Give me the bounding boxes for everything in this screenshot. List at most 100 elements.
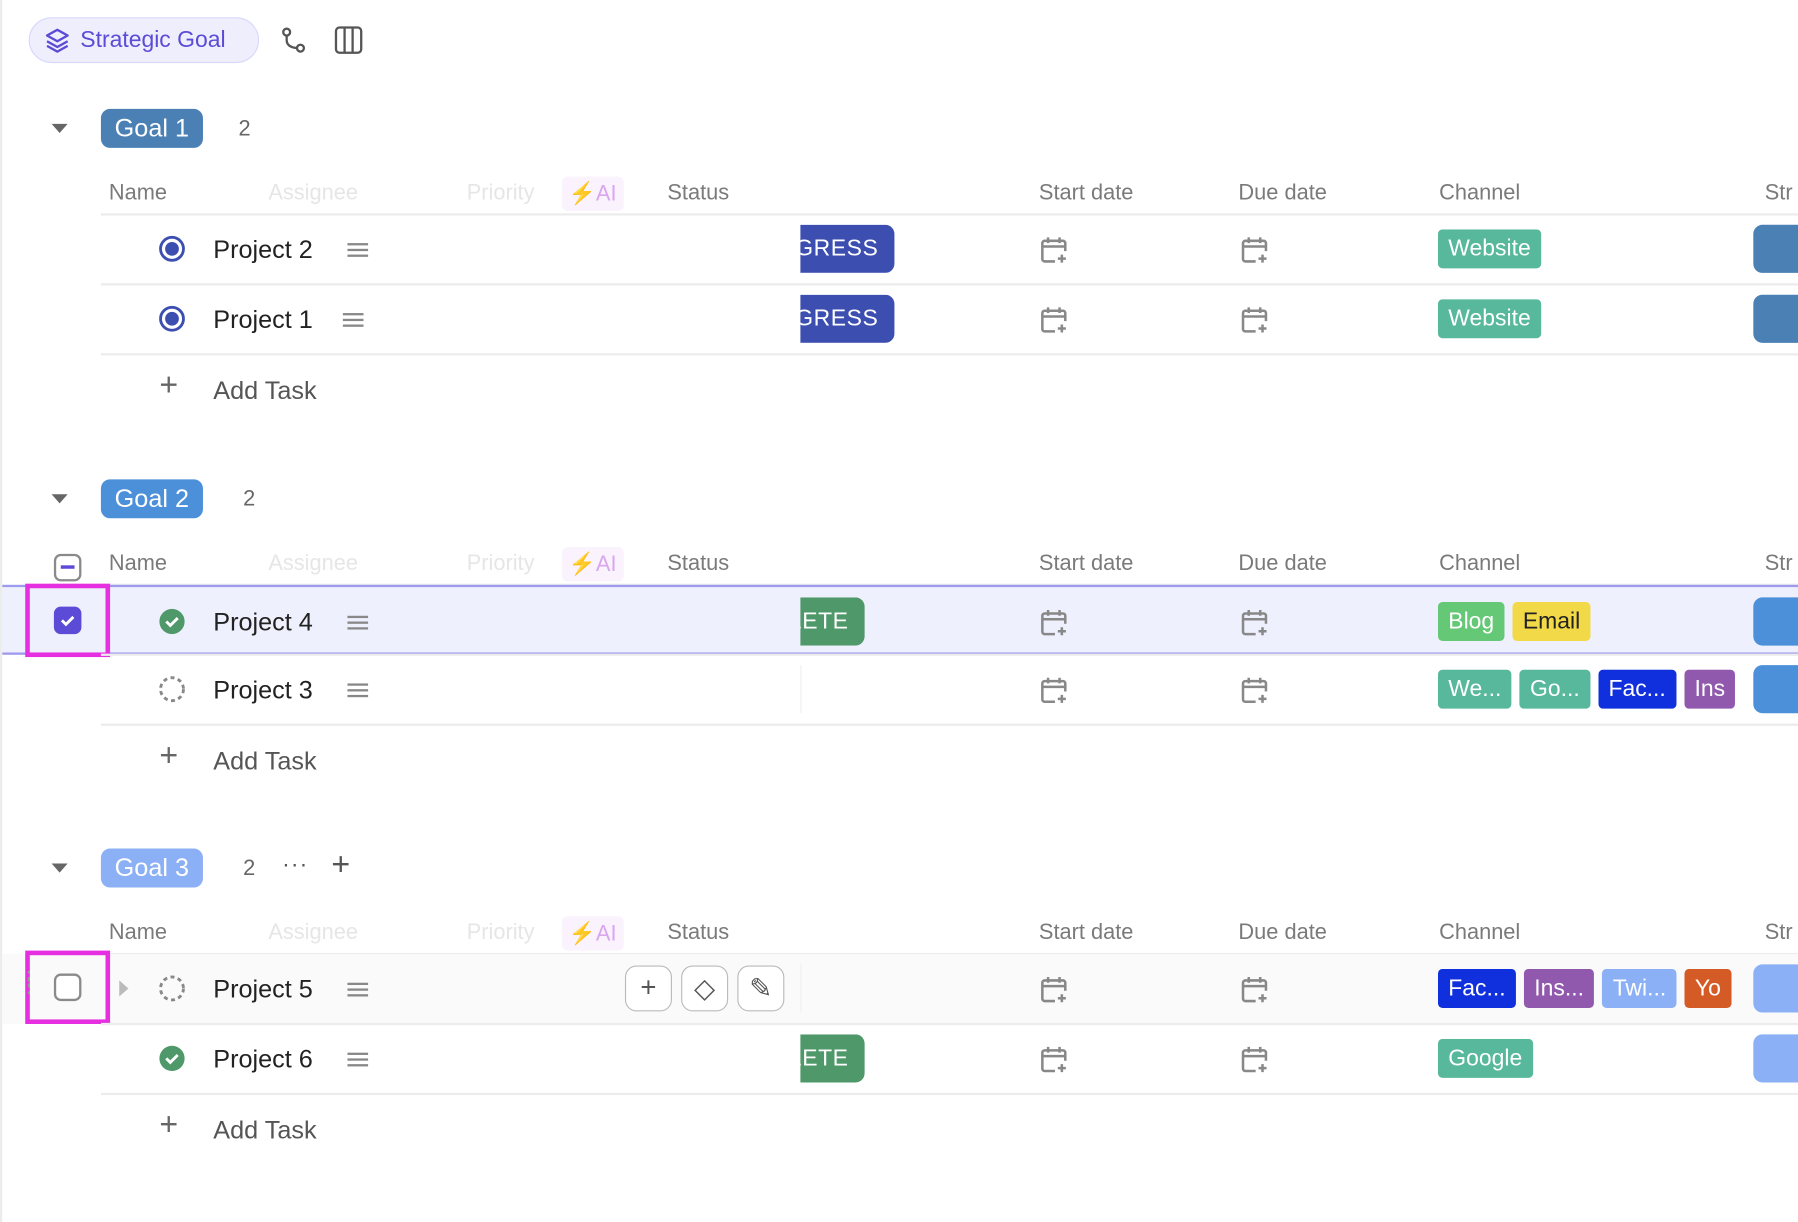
- table-row[interactable]: Project 6 COMPLETE Google: [2, 1024, 1798, 1094]
- status-complete-icon[interactable]: [158, 608, 186, 641]
- due-date-calendar-icon[interactable]: [1241, 235, 1269, 265]
- drag-handle-icon[interactable]: ⋮ ⋮: [19, 968, 38, 997]
- channel-cell[interactable]: Blog Email: [1437, 602, 1741, 643]
- start-date-calendar-icon[interactable]: [1040, 235, 1068, 265]
- add-task-plus-icon[interactable]: +: [159, 1106, 179, 1143]
- ai-badge[interactable]: ⚡AI: [561, 546, 624, 582]
- start-date-calendar-icon[interactable]: [1040, 608, 1068, 638]
- select-all-checkbox[interactable]: [53, 553, 82, 582]
- channel-tag[interactable]: Website: [1437, 229, 1542, 269]
- task-name[interactable]: Project 4: [213, 607, 313, 637]
- column-header-assignee[interactable]: Assignee: [268, 551, 358, 576]
- table-row[interactable]: Project 3 We... Go... Fac... Ins: [2, 655, 1798, 725]
- channel-tag[interactable]: Google: [1437, 1038, 1533, 1078]
- task-name[interactable]: Project 5: [213, 974, 313, 1004]
- channel-cell[interactable]: We... Go... Fac... Ins: [1437, 669, 1741, 711]
- status-cell[interactable]: COMPLETE: [800, 1034, 915, 1083]
- channel-cell[interactable]: Website: [1437, 229, 1741, 270]
- column-header-name[interactable]: Name: [108, 181, 168, 206]
- status-badge[interactable]: COMPLETE: [800, 597, 865, 646]
- channel-tag[interactable]: We...: [1437, 669, 1512, 709]
- start-date-calendar-icon[interactable]: [1040, 1045, 1068, 1075]
- table-row[interactable]: ⋮ ⋮ Project 5 + ◇ ✎ Fac... Ins... Twi... Yo: [2, 950, 1798, 1025]
- task-name[interactable]: Project 3: [213, 675, 313, 705]
- column-header-assignee[interactable]: Assignee: [268, 181, 358, 206]
- strategic-goal-cell[interactable]: [1753, 224, 1798, 273]
- status-cell[interactable]: COMPLETE: [800, 597, 915, 646]
- channel-cell[interactable]: Website: [1437, 299, 1741, 340]
- start-date-calendar-icon[interactable]: [1040, 305, 1068, 335]
- column-header-due-date[interactable]: Due date: [1238, 551, 1327, 576]
- strategic-goal-cell[interactable]: [1753, 597, 1798, 646]
- status-badge[interactable]: IN PROGRESS: [800, 294, 895, 343]
- channel-tag[interactable]: Ins: [1684, 669, 1736, 709]
- column-header-status[interactable]: Status: [667, 181, 730, 206]
- due-date-calendar-icon[interactable]: [1241, 305, 1269, 335]
- add-task-plus-icon[interactable]: +: [159, 366, 179, 403]
- channel-tag[interactable]: Fac...: [1598, 669, 1677, 709]
- task-name[interactable]: Project 1: [213, 305, 313, 334]
- task-name[interactable]: Project 6: [213, 1044, 313, 1074]
- add-icon[interactable]: +: [331, 846, 351, 882]
- status-cell[interactable]: IN PROGRESS: [800, 294, 915, 343]
- column-header-strategic[interactable]: Str: [1764, 551, 1793, 576]
- column-header-priority[interactable]: Priority: [466, 920, 535, 945]
- group-label[interactable]: Goal 1: [100, 108, 203, 148]
- column-header-strategic[interactable]: Str: [1764, 920, 1793, 945]
- table-row[interactable]: Project 1 IN PROGRESS Website: [2, 284, 1798, 354]
- ai-badge[interactable]: ⚡AI: [561, 916, 624, 951]
- column-header-channel[interactable]: Channel: [1439, 551, 1521, 576]
- columns-icon[interactable]: [334, 25, 364, 55]
- due-date-calendar-icon[interactable]: [1241, 608, 1269, 638]
- column-header-status[interactable]: Status: [667, 551, 730, 576]
- add-task-plus-icon[interactable]: +: [159, 737, 179, 773]
- status-cell[interactable]: [800, 665, 915, 714]
- ai-badge[interactable]: ⚡AI: [561, 176, 624, 211]
- channel-tag[interactable]: Fac...: [1437, 968, 1516, 1008]
- group-label[interactable]: Goal 3: [100, 848, 203, 888]
- column-header-due-date[interactable]: Due date: [1238, 920, 1327, 945]
- add-task-button[interactable]: Add Task: [213, 746, 317, 776]
- start-date-calendar-icon[interactable]: [1040, 975, 1068, 1005]
- channel-tag[interactable]: Yo: [1684, 968, 1732, 1008]
- channel-tag[interactable]: Website: [1437, 299, 1542, 339]
- status-todo-icon[interactable]: [158, 975, 186, 1008]
- group-label[interactable]: Goal 2: [100, 479, 203, 519]
- due-date-calendar-icon[interactable]: [1241, 675, 1269, 705]
- column-header-priority[interactable]: Priority: [466, 551, 535, 576]
- strategic-goal-cell[interactable]: [1753, 294, 1798, 343]
- status-cell[interactable]: [800, 964, 915, 1013]
- row-checkbox[interactable]: [53, 973, 82, 1002]
- status-complete-icon[interactable]: [158, 1045, 186, 1078]
- start-date-calendar-icon[interactable]: [1040, 675, 1068, 705]
- channel-tag[interactable]: Go...: [1519, 669, 1591, 709]
- action-add-subtask-button[interactable]: +: [624, 965, 672, 1012]
- channel-cell[interactable]: Fac... Ins... Twi... Yo: [1437, 968, 1741, 1010]
- status-cell[interactable]: IN PROGRESS: [800, 224, 915, 273]
- column-header-channel[interactable]: Channel: [1439, 181, 1521, 206]
- strategic-goal-cell[interactable]: [1753, 1034, 1798, 1083]
- action-edit-button[interactable]: ✎: [737, 965, 785, 1012]
- collapse-caret-icon[interactable]: [51, 123, 68, 134]
- column-header-start-date[interactable]: Start date: [1038, 181, 1134, 206]
- channel-cell[interactable]: Google: [1437, 1038, 1741, 1080]
- due-date-calendar-icon[interactable]: [1241, 1045, 1269, 1075]
- column-header-priority[interactable]: Priority: [466, 181, 535, 206]
- column-header-start-date[interactable]: Start date: [1038, 551, 1134, 576]
- channel-tag[interactable]: Ins...: [1523, 968, 1595, 1008]
- status-in-progress-icon[interactable]: [158, 305, 186, 338]
- action-tag-button[interactable]: ◇: [681, 965, 729, 1012]
- due-date-calendar-icon[interactable]: [1241, 975, 1269, 1005]
- status-badge[interactable]: COMPLETE: [800, 1034, 865, 1083]
- expand-caret-icon[interactable]: [119, 980, 129, 997]
- column-header-strategic[interactable]: Str: [1764, 181, 1793, 206]
- channel-tag[interactable]: Email: [1512, 602, 1591, 642]
- channel-tag[interactable]: Twi...: [1602, 968, 1677, 1008]
- row-checkbox[interactable]: [53, 606, 82, 635]
- column-header-assignee[interactable]: Assignee: [268, 920, 358, 945]
- column-header-name[interactable]: Name: [108, 551, 168, 576]
- collapse-caret-icon[interactable]: [51, 494, 68, 504]
- table-row[interactable]: Project 2 IN PROGRESS Website: [2, 214, 1798, 284]
- status-todo-icon[interactable]: [158, 675, 186, 708]
